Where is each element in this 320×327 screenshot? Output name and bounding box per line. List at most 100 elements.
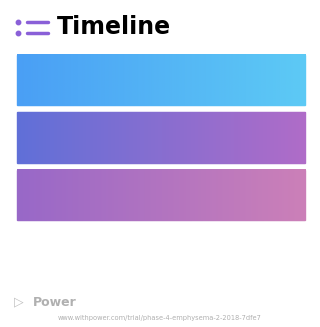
Bar	[131, 55, 132, 105]
Bar	[239, 170, 240, 220]
Bar	[74, 112, 75, 163]
Bar	[62, 112, 63, 163]
Bar	[264, 112, 265, 163]
Bar	[165, 170, 166, 220]
Bar	[67, 55, 68, 105]
Bar	[218, 170, 219, 220]
Bar	[45, 112, 46, 163]
Bar	[292, 170, 293, 220]
Bar	[208, 112, 209, 163]
Bar	[303, 170, 304, 220]
Bar	[166, 55, 167, 105]
Bar	[258, 170, 259, 220]
Bar	[300, 112, 301, 163]
Bar	[191, 112, 192, 163]
Bar	[92, 170, 93, 220]
Bar	[122, 55, 123, 105]
Bar	[24, 112, 25, 163]
Bar	[176, 55, 177, 105]
Bar	[158, 170, 159, 220]
Bar	[225, 112, 226, 163]
Bar	[135, 112, 136, 163]
Bar	[280, 112, 281, 163]
Bar	[183, 55, 184, 105]
Bar	[66, 112, 67, 163]
Bar	[260, 55, 261, 105]
Bar	[144, 55, 145, 105]
Bar	[203, 55, 204, 105]
Bar	[193, 112, 194, 163]
Bar	[87, 55, 88, 105]
Bar	[73, 170, 74, 220]
Bar	[145, 55, 146, 105]
Bar	[117, 112, 118, 163]
Bar	[293, 55, 294, 105]
Bar	[88, 55, 89, 105]
Bar	[228, 55, 229, 105]
Bar	[208, 55, 209, 105]
Bar	[223, 55, 224, 105]
Bar	[92, 112, 93, 163]
Bar	[291, 170, 292, 220]
Bar	[134, 55, 135, 105]
Bar	[178, 112, 179, 163]
Bar	[276, 112, 277, 163]
Bar	[79, 170, 80, 220]
Bar	[22, 112, 23, 163]
Bar	[256, 170, 257, 220]
Bar	[169, 55, 170, 105]
Bar	[146, 170, 147, 220]
Bar	[248, 55, 249, 105]
Bar	[298, 112, 299, 163]
Bar	[99, 112, 100, 163]
Bar	[244, 112, 245, 163]
Bar	[150, 55, 151, 105]
Bar	[115, 170, 116, 220]
Bar	[225, 170, 226, 220]
Bar	[190, 170, 191, 220]
Bar	[240, 55, 241, 105]
Bar	[132, 170, 133, 220]
Bar	[249, 112, 250, 163]
Bar	[121, 170, 122, 220]
Bar	[136, 170, 137, 220]
Bar	[153, 170, 154, 220]
Bar	[148, 55, 149, 105]
Bar	[202, 55, 203, 105]
Bar	[86, 170, 87, 220]
Bar	[202, 170, 203, 220]
Bar	[221, 170, 222, 220]
Bar	[30, 170, 31, 220]
Bar	[224, 112, 225, 163]
Bar	[188, 112, 189, 163]
Bar	[131, 170, 132, 220]
Bar	[126, 170, 127, 220]
Bar	[289, 170, 290, 220]
Bar	[54, 55, 55, 105]
Bar	[239, 112, 240, 163]
Bar	[32, 55, 33, 105]
Bar	[249, 55, 250, 105]
Bar	[123, 55, 124, 105]
Bar	[241, 55, 242, 105]
Bar	[91, 170, 92, 220]
Bar	[272, 170, 273, 220]
Bar	[159, 112, 160, 163]
Bar	[77, 112, 78, 163]
Bar	[181, 112, 182, 163]
Bar	[201, 170, 202, 220]
Bar	[168, 112, 169, 163]
Bar	[145, 170, 146, 220]
Bar	[55, 170, 56, 220]
Bar	[25, 112, 26, 163]
Bar	[118, 112, 119, 163]
Bar	[160, 170, 161, 220]
Bar	[194, 55, 195, 105]
Bar	[246, 170, 247, 220]
Bar	[167, 170, 168, 220]
Bar	[47, 55, 48, 105]
Bar	[209, 170, 210, 220]
Bar	[182, 112, 183, 163]
Bar	[222, 55, 223, 105]
Bar	[33, 112, 34, 163]
